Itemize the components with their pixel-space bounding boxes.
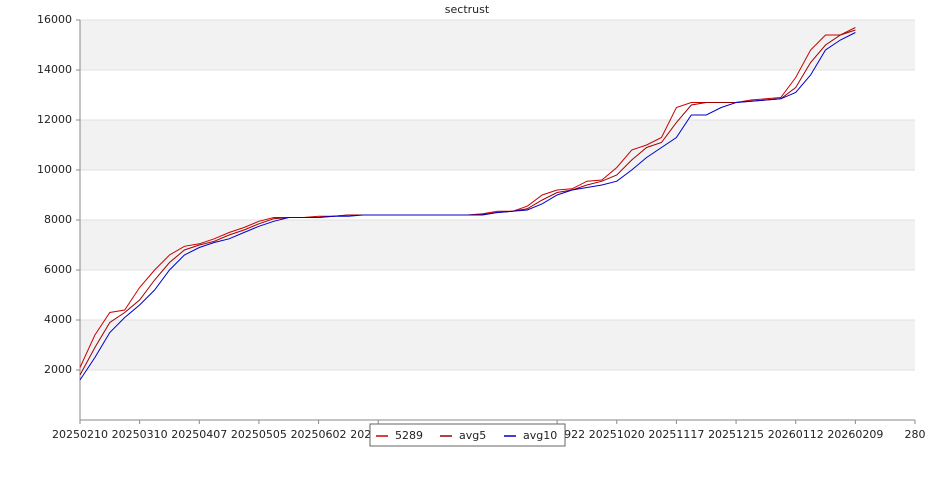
- y-tick-label: 10000: [37, 163, 72, 176]
- x-tick-label: 20250602: [291, 428, 347, 441]
- legend: 5289 avg5 avg10: [369, 423, 566, 447]
- x-tick-label: 20250210: [52, 428, 108, 441]
- x-tick-label: 20250407: [171, 428, 227, 441]
- x-tick-label: 20260112: [768, 428, 824, 441]
- series-line: [79, 27, 856, 368]
- legend-box: [369, 423, 566, 447]
- y-tick-label: 6000: [44, 263, 72, 276]
- series-line: [79, 32, 856, 381]
- x-tick-label: 20250310: [112, 428, 168, 441]
- y-tick-label: 2000: [44, 363, 72, 376]
- grid-band: [80, 220, 915, 270]
- y-tick-label: 8000: [44, 213, 72, 226]
- y-tick-label: 12000: [37, 113, 72, 126]
- x-tick-label: 922: [564, 428, 585, 441]
- legend-label: avg10: [523, 429, 557, 442]
- x-tick-label: 20250505: [231, 428, 287, 441]
- x-tick-label: 20260209: [827, 428, 883, 441]
- grid-band: [80, 120, 915, 170]
- x-tick-label: 202: [350, 428, 371, 441]
- grid-band: [80, 20, 915, 70]
- y-tick-label: 14000: [37, 63, 72, 76]
- y-tick-label: 16000: [37, 13, 72, 26]
- y-tick-label: 4000: [44, 313, 72, 326]
- legend-label: 5289: [395, 429, 423, 442]
- x-tick-label: 20251020: [589, 428, 645, 441]
- legend-label: avg5: [459, 429, 486, 442]
- x-tick-label: 280: [905, 428, 926, 441]
- grid-band: [80, 320, 915, 370]
- x-tick-label: 20251215: [708, 428, 764, 441]
- x-tick-label: 20251117: [648, 428, 704, 441]
- chart-title: sectrust: [445, 3, 490, 16]
